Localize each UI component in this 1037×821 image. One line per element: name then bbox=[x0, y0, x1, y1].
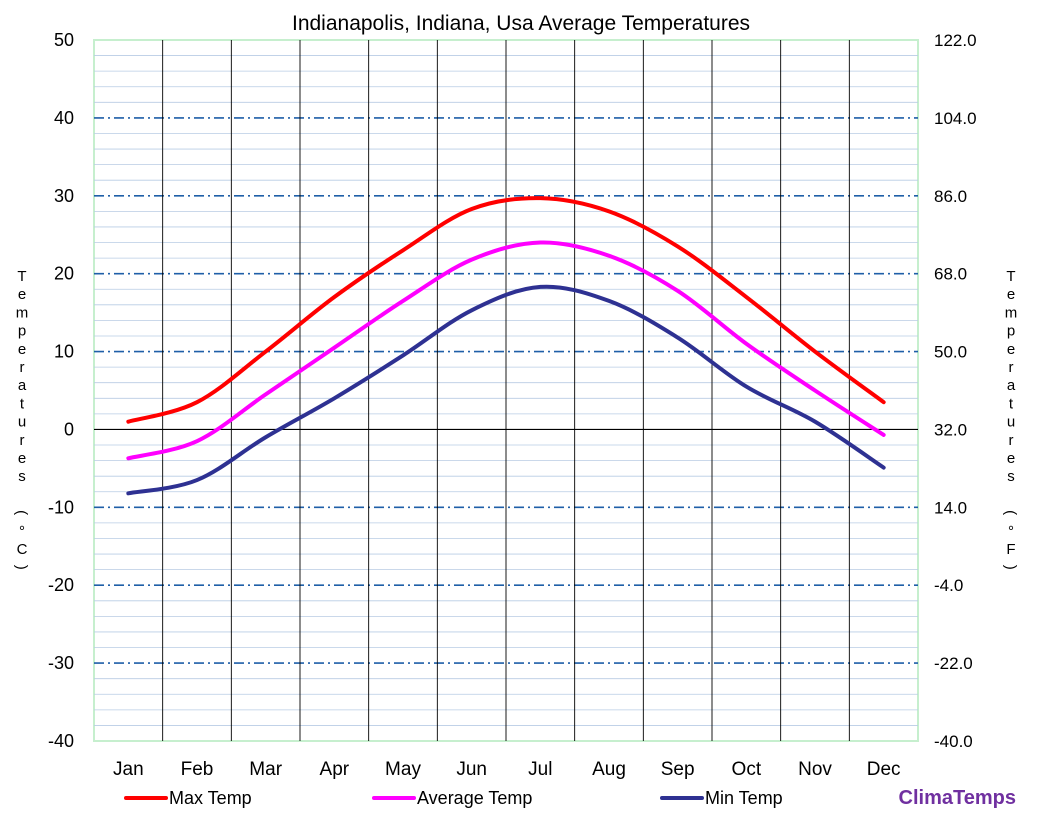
x-axis-ticks: Jan Feb Mar Apr May Jun Jul Aug Sep Oct Nov Dec bbox=[113, 759, 901, 780]
axis-label-char: e bbox=[18, 286, 26, 303]
y-tick-right: -4.0 bbox=[934, 576, 963, 595]
axis-label-char: p bbox=[18, 323, 26, 340]
y-tick-left: 20 bbox=[54, 264, 74, 284]
series-average-temp-line bbox=[126, 240, 886, 461]
y-tick-left: 50 bbox=[54, 30, 74, 50]
axis-label-char: e bbox=[1007, 450, 1015, 467]
axis-label-char: s bbox=[1007, 468, 1015, 485]
y-tick-right: -40.0 bbox=[934, 732, 973, 751]
legend-label: Average Temp bbox=[417, 788, 532, 808]
y-tick-right: 14.0 bbox=[934, 498, 967, 517]
y-tick-right: 32.0 bbox=[934, 420, 967, 439]
axis-label-char: ° bbox=[19, 523, 25, 540]
series-lines bbox=[126, 196, 886, 496]
y-tick-left: -10 bbox=[48, 497, 74, 517]
right-axis-ticks: 122.0 104.0 86.0 68.0 50.0 32.0 14.0 -4.0 -22.0 -… bbox=[934, 31, 977, 751]
axis-label-char: T bbox=[1006, 268, 1015, 285]
axis-label-char: a bbox=[18, 377, 27, 394]
axis-label-char: ( bbox=[1002, 510, 1019, 515]
series-min-temp-line bbox=[126, 284, 886, 496]
y-tick-left: 0 bbox=[64, 419, 74, 439]
y-tick-left: 30 bbox=[54, 186, 74, 206]
axis-label-char: p bbox=[1007, 323, 1015, 340]
chart-title: Indianapolis, Indiana, Usa Average Tempe… bbox=[292, 12, 750, 35]
x-tick-label: May bbox=[385, 759, 421, 780]
x-tick-label: Nov bbox=[798, 759, 832, 780]
axis-label-char: e bbox=[18, 341, 26, 358]
x-tick-label: Dec bbox=[867, 759, 901, 780]
series-max-temp-line bbox=[126, 196, 886, 424]
y-tick-left: -20 bbox=[48, 575, 74, 595]
axis-label-char: e bbox=[1007, 341, 1015, 358]
y-tick-right: 50.0 bbox=[934, 343, 967, 362]
axis-label-char: u bbox=[18, 414, 26, 431]
x-tick-label: Jan bbox=[113, 759, 144, 780]
x-tick-label: Mar bbox=[249, 759, 282, 780]
axis-label-char: F bbox=[1006, 541, 1015, 558]
y-tick-left: -40 bbox=[48, 731, 74, 751]
axis-label-char: r bbox=[1009, 359, 1014, 376]
axis-label-char: C bbox=[17, 541, 28, 558]
left-axis-ticks: 50 40 30 20 10 0 -10 -20 -30 -40 bbox=[48, 30, 74, 751]
x-tick-label: Feb bbox=[181, 759, 214, 780]
y-axis-label-left: Temperatures(°C) bbox=[13, 268, 30, 570]
axis-label-char: e bbox=[1007, 286, 1015, 303]
legend-label: Min Temp bbox=[705, 788, 783, 808]
axis-label-char: t bbox=[1009, 395, 1014, 412]
month-gridlines bbox=[162, 40, 850, 741]
axis-label-char: r bbox=[20, 359, 25, 376]
y-tick-left: 40 bbox=[54, 108, 74, 128]
axis-label-char: m bbox=[16, 304, 29, 321]
axis-label-char: ) bbox=[13, 565, 30, 570]
axis-label-char: ( bbox=[13, 510, 30, 515]
x-tick-label: Jun bbox=[456, 759, 487, 780]
x-tick-label: Aug bbox=[592, 759, 626, 780]
axis-label-char: ° bbox=[1008, 523, 1014, 540]
y-tick-right: 86.0 bbox=[934, 187, 967, 206]
x-tick-label: Jul bbox=[528, 759, 552, 780]
y-tick-right: 68.0 bbox=[934, 265, 967, 284]
brand-logo: ClimaTemps bbox=[899, 787, 1016, 809]
axis-label-char: t bbox=[20, 395, 25, 412]
axis-label-char: r bbox=[20, 432, 25, 449]
axis-label-char: m bbox=[1005, 304, 1018, 321]
x-tick-label: Apr bbox=[320, 759, 350, 780]
y-tick-right: 122.0 bbox=[934, 31, 977, 50]
axis-label-char: T bbox=[17, 268, 26, 285]
legend: Max Temp Average Temp Min Temp bbox=[124, 788, 783, 808]
y-axis-label-right: Temperatures(°F) bbox=[1002, 268, 1019, 570]
axis-label-char: a bbox=[1007, 377, 1016, 394]
axis-label-char: ) bbox=[1002, 565, 1019, 570]
y-tick-right: 104.0 bbox=[934, 109, 977, 128]
y-tick-right: -22.0 bbox=[934, 654, 973, 673]
axis-label-char: u bbox=[1007, 414, 1015, 431]
axis-label-char: r bbox=[1009, 432, 1014, 449]
y-tick-left: -30 bbox=[48, 653, 74, 673]
x-tick-label: Sep bbox=[661, 759, 695, 780]
x-tick-label: Oct bbox=[732, 759, 762, 780]
axis-label-char: e bbox=[18, 450, 26, 467]
legend-label: Max Temp bbox=[169, 788, 252, 808]
y-tick-left: 10 bbox=[54, 342, 74, 362]
axis-label-char: s bbox=[18, 468, 26, 485]
